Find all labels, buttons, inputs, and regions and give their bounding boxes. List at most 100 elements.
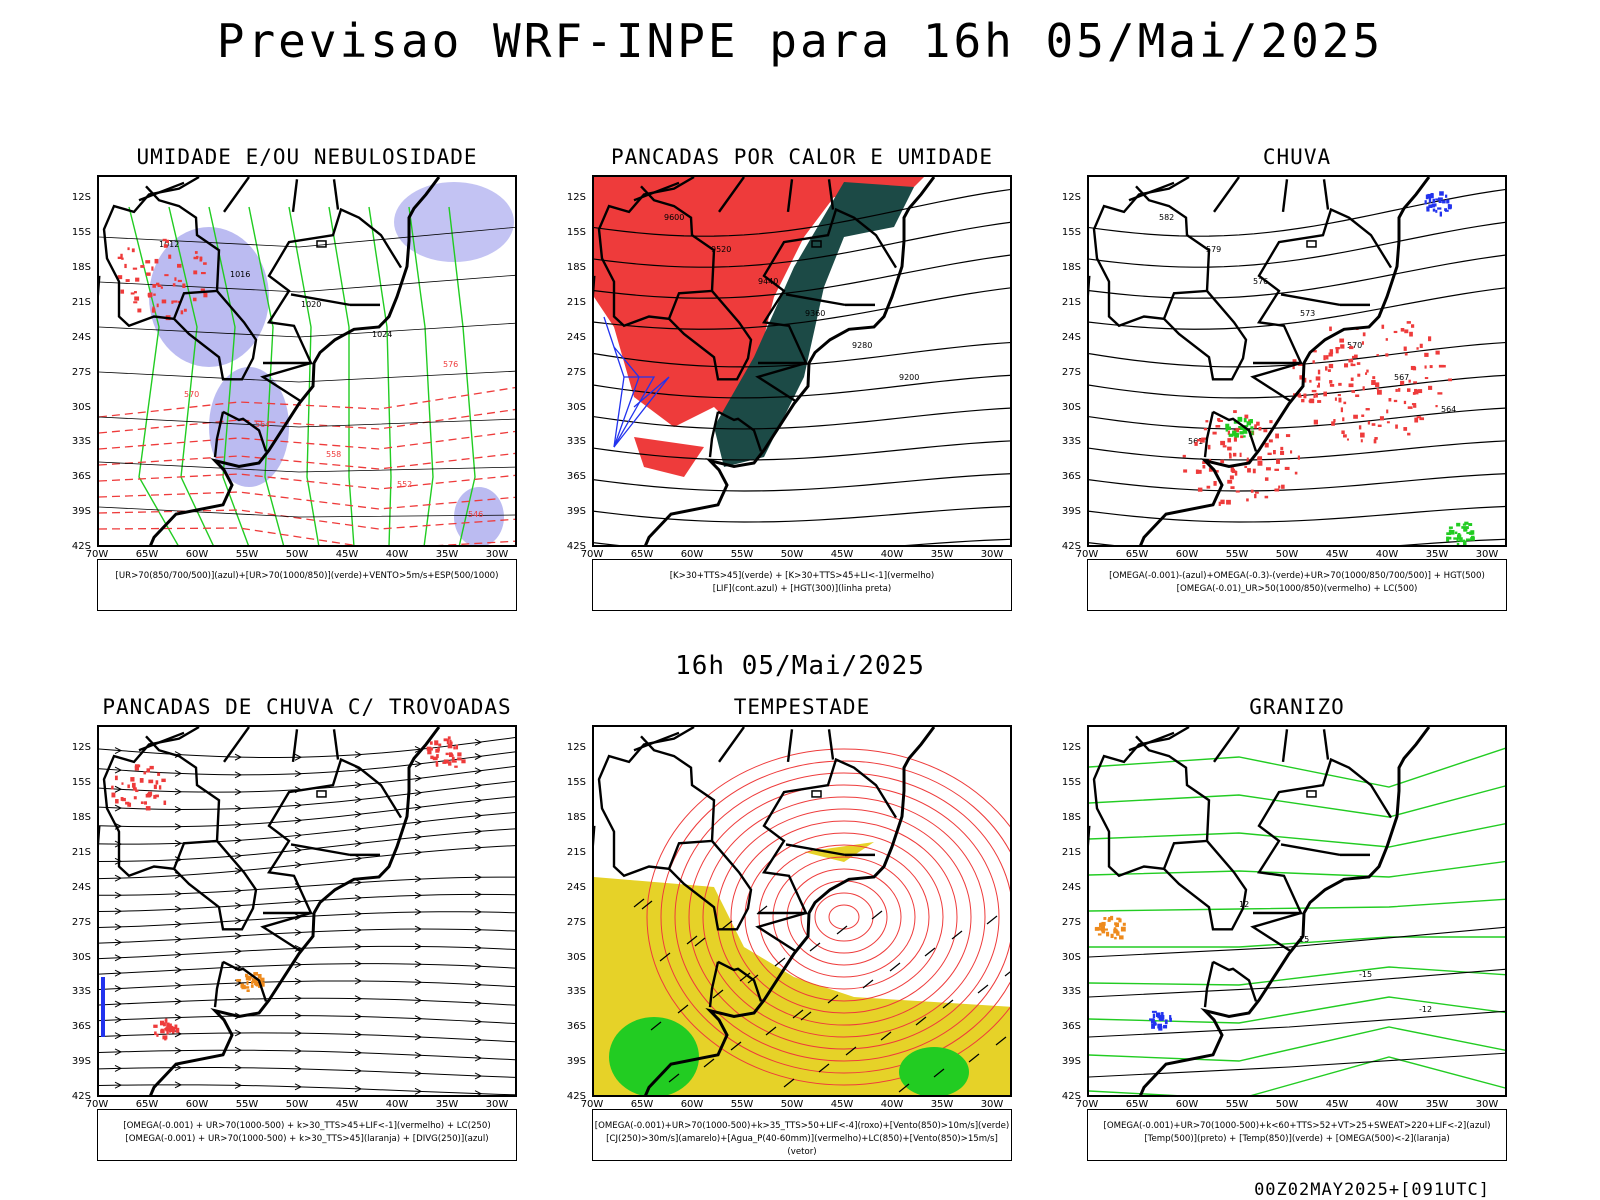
legend-line: [OMEGA(-0.001)+UR>70(1000-500)+k<60+TTS>… bbox=[1103, 1121, 1491, 1131]
rain-area bbox=[1212, 431, 1217, 435]
omega-area bbox=[1243, 435, 1246, 438]
lat-tick: 12S bbox=[566, 742, 586, 754]
streamline-arrow bbox=[114, 1032, 123, 1040]
lat-tick: 15S bbox=[71, 227, 91, 239]
streamline-arrow bbox=[234, 821, 243, 829]
state-border bbox=[1213, 177, 1240, 213]
streamline-arrow bbox=[174, 951, 183, 959]
state-border bbox=[1250, 361, 1302, 403]
hail-area bbox=[1151, 1023, 1155, 1029]
height-contour bbox=[594, 374, 1010, 399]
thunderstorm-area bbox=[149, 765, 154, 770]
lon-tick: 35W bbox=[1425, 549, 1449, 560]
omega-area bbox=[1453, 537, 1457, 540]
rain-area bbox=[1362, 386, 1365, 391]
lon-tick: 65W bbox=[135, 1099, 159, 1110]
humidity-area bbox=[149, 227, 269, 367]
panel-title: PANCADAS DE CHUVA C/ TROVOADAS bbox=[102, 695, 512, 719]
panel-legend: [OMEGA(-0.001)+UR>70(1000-500)+k<60+TTS>… bbox=[1087, 1109, 1507, 1161]
thunderstorm-area bbox=[457, 757, 462, 761]
omega-area bbox=[1456, 542, 1460, 545]
rain-area bbox=[1276, 459, 1280, 464]
panel-pancadas-calor: PANCADAS POR CALOR E UMIDADE 9600 9520 944… bbox=[567, 145, 1012, 625]
rain-area bbox=[1235, 428, 1240, 433]
wind-vector bbox=[845, 1046, 857, 1056]
streamline-arrow bbox=[234, 1064, 243, 1072]
rain-area bbox=[1301, 398, 1305, 403]
streamline-arrow bbox=[174, 1064, 183, 1072]
streamline-arrow bbox=[114, 1048, 123, 1056]
contour-label: 552 bbox=[397, 480, 412, 489]
omega-area bbox=[1238, 426, 1241, 429]
rain-area bbox=[1303, 393, 1307, 399]
streamline-arrow bbox=[414, 789, 423, 797]
lon-tick: 35W bbox=[930, 549, 954, 560]
thunderstorm-area bbox=[115, 799, 119, 804]
thunderstorm-area bbox=[166, 1022, 170, 1028]
contour-label: 570 bbox=[1347, 341, 1362, 350]
rain-area bbox=[1398, 388, 1401, 392]
omega-area bbox=[1439, 191, 1444, 196]
rain-area bbox=[1313, 419, 1318, 425]
rain-area bbox=[1362, 332, 1366, 337]
lon-tick: 70W bbox=[85, 549, 109, 560]
coastline bbox=[99, 177, 441, 545]
hail-area bbox=[1154, 1023, 1157, 1026]
omega-area bbox=[1240, 426, 1245, 431]
thunderstorm-area bbox=[157, 772, 161, 776]
rain-area bbox=[1197, 469, 1202, 474]
rain-area bbox=[1222, 445, 1227, 448]
rain-area bbox=[1342, 434, 1347, 438]
panel-title: PANCADAS POR CALOR E UMIDADE bbox=[610, 145, 993, 169]
thunderstorm-area bbox=[454, 765, 458, 768]
rain-area bbox=[1328, 352, 1333, 357]
rain-area bbox=[1351, 390, 1356, 393]
state-border bbox=[758, 207, 898, 365]
lon-tick: 45W bbox=[830, 1099, 854, 1110]
lat-tick: 42S bbox=[1061, 541, 1081, 552]
lon-tick: 70W bbox=[580, 549, 604, 560]
df-marker bbox=[316, 790, 327, 798]
temp850-contour bbox=[1089, 936, 1505, 948]
lon-tick: 40W bbox=[880, 549, 904, 560]
thunderstorm-area bbox=[158, 785, 162, 790]
lat-tick: 27S bbox=[566, 916, 586, 928]
hail-area bbox=[1116, 931, 1120, 936]
temp850-contour bbox=[1089, 898, 1505, 912]
omega-area bbox=[1464, 521, 1469, 525]
barb-marker bbox=[172, 283, 176, 287]
rain-area bbox=[1350, 363, 1353, 367]
contour-label: 558 bbox=[326, 450, 341, 459]
water-contour bbox=[702, 796, 986, 1038]
rain-area bbox=[1194, 441, 1198, 446]
barb-marker bbox=[194, 251, 198, 254]
rain-area bbox=[1329, 384, 1335, 387]
lon-tick: 45W bbox=[1325, 549, 1349, 560]
rain-area bbox=[1385, 338, 1388, 341]
rain-area bbox=[1395, 424, 1398, 429]
hail-area bbox=[1151, 1010, 1157, 1013]
omega-area bbox=[1437, 197, 1443, 200]
lon-tick: 60W bbox=[185, 1099, 209, 1110]
streamline-arrow bbox=[174, 966, 183, 974]
streamline-arrow bbox=[414, 833, 423, 841]
thunderstorm-area bbox=[436, 754, 439, 759]
barb-marker bbox=[134, 296, 140, 301]
rain-area bbox=[1404, 329, 1409, 334]
hail-area bbox=[1097, 933, 1102, 936]
rain-area bbox=[1202, 461, 1206, 465]
state-border bbox=[717, 960, 763, 1002]
rain-area bbox=[1429, 365, 1433, 369]
rain-area bbox=[1365, 408, 1370, 411]
barb-marker bbox=[196, 255, 199, 259]
hail-area bbox=[1150, 1018, 1155, 1024]
water-contour bbox=[814, 892, 874, 942]
rain-area bbox=[1208, 467, 1213, 472]
omega-area bbox=[1428, 198, 1432, 203]
lon-tick: 55W bbox=[235, 549, 259, 560]
wind-vector bbox=[792, 1009, 804, 1019]
water-contour bbox=[772, 856, 916, 978]
streamline-arrow bbox=[114, 857, 123, 865]
rain-area bbox=[1366, 369, 1369, 373]
streamline-arrow bbox=[474, 812, 483, 820]
